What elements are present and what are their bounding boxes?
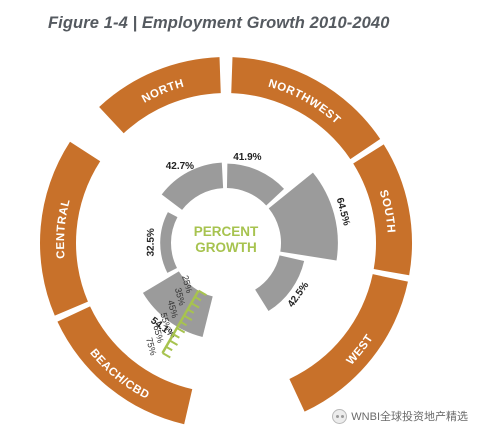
watermark-text: WNBI全球投资地产精选 [351, 411, 468, 423]
value-bars [142, 162, 338, 338]
region-segment-central [40, 141, 101, 316]
region-segment-beachcbd [57, 306, 193, 425]
scale-tick [190, 302, 200, 309]
scale-tick-label: 45% [166, 299, 180, 319]
wechat-icon [332, 408, 348, 424]
scale-tick [187, 308, 195, 314]
scale-tick [162, 352, 171, 359]
region-segment-south [353, 144, 412, 276]
scale-tick-label: 65% [151, 324, 165, 344]
value-label: 42.7% [166, 161, 194, 172]
watermark: WNBI全球投资地产精选 [332, 408, 468, 424]
center-label-line: PERCENT [194, 224, 259, 239]
scale-tick-label: 25% [180, 274, 194, 294]
value-label: 32.5% [146, 228, 157, 257]
center-label-line: GROWTH [195, 240, 257, 255]
scale-tick [176, 327, 186, 334]
bar-northwest [226, 163, 285, 206]
scale-tick [180, 320, 188, 327]
scale-tick [183, 314, 193, 321]
figure-title: Figure 1-4 | Employment Growth 2010-2040 [48, 14, 390, 32]
bar-west [255, 255, 305, 312]
region-segment-northwest [231, 57, 381, 160]
bar-south [268, 172, 338, 261]
value-label: 64.5% [334, 197, 352, 227]
bar-north [161, 162, 224, 210]
scale-tick-label: 55% [158, 312, 172, 332]
region-segment-north [99, 57, 221, 134]
radial-scale: 25%35%45%55%65%75% [144, 274, 207, 359]
scale-tick [165, 345, 173, 352]
scale-tick [194, 296, 202, 302]
scale-tick-label: 75% [144, 336, 158, 356]
value-label: 41.9% [233, 152, 261, 163]
scale-tick [198, 289, 207, 296]
bar-beachcbd [142, 271, 213, 338]
bar-central [160, 212, 178, 273]
scale-tick [169, 339, 178, 346]
scale-tick-label: 35% [173, 287, 187, 307]
region-segment-west [289, 274, 408, 412]
scale-tick [172, 333, 180, 339]
